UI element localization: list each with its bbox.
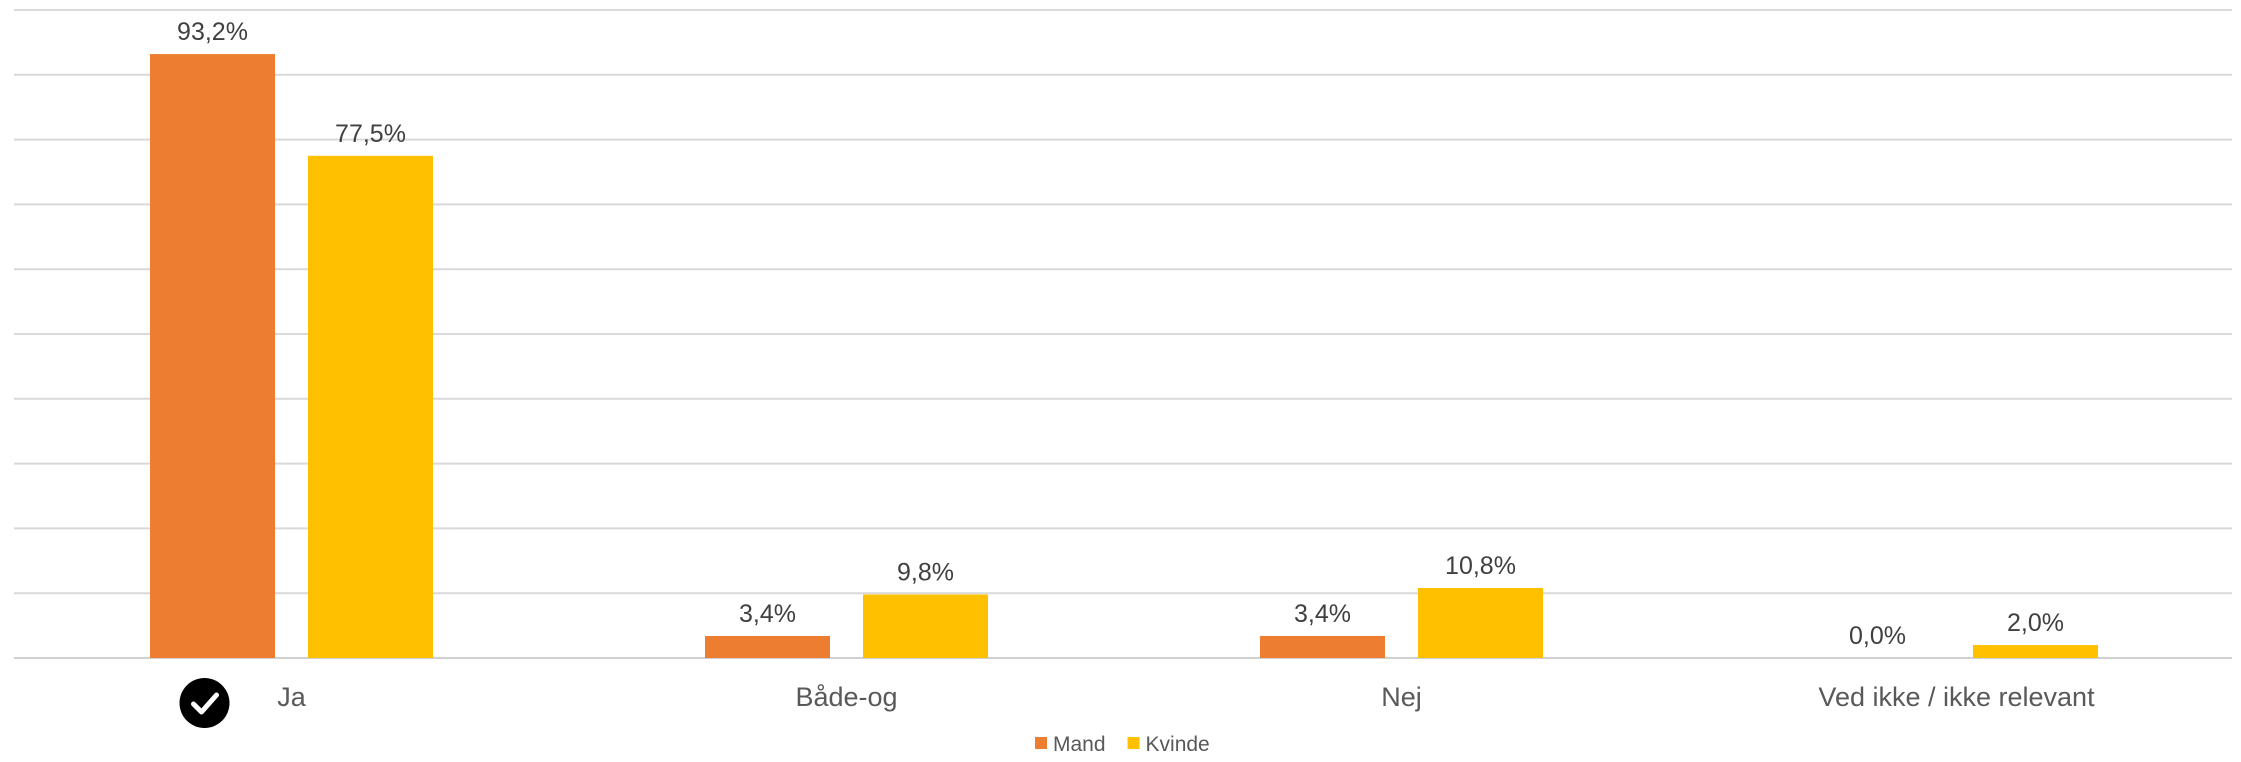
data-label: 77,5% (335, 120, 406, 148)
category-label: Både-og (795, 682, 897, 712)
check-circle-icon (179, 678, 230, 728)
bar-mand (1260, 635, 1385, 658)
category-label: Ved ikke / ikke relevant (1818, 682, 2095, 712)
bar-kvinde (308, 155, 433, 659)
data-label: 9,8% (897, 558, 954, 586)
category-axis: Ja Både-og Nej Ved ikke / ikke relevant (179, 678, 2095, 728)
data-label: 3,4% (1294, 600, 1351, 628)
data-label: 10,8% (1445, 552, 1516, 580)
legend-label-kvinde: Kvinde (1146, 733, 1210, 756)
bar-mand (705, 635, 830, 658)
legend: Mand Kvinde (1035, 733, 1210, 756)
bar-kvinde (863, 594, 988, 658)
data-labels: 93,2% 77,5% 3,4% 9,8% 3,4% 10,8% 0,0% 2,0% (177, 18, 2064, 650)
legend-swatch-mand (1035, 737, 1047, 749)
data-label: 0,0% (1849, 622, 1906, 650)
bar-kvinde (1973, 645, 2098, 658)
bar-kvinde (1418, 588, 1543, 658)
data-label: 2,0% (2007, 609, 2064, 637)
category-label: Nej (1381, 682, 1422, 712)
legend-label-mand: Mand (1053, 733, 1106, 756)
category-label: Ja (277, 682, 307, 712)
bars (150, 54, 2098, 659)
legend-swatch-kvinde (1127, 737, 1140, 749)
bar-mand (150, 54, 275, 658)
data-label: 93,2% (177, 18, 248, 46)
data-label: 3,4% (739, 600, 796, 628)
